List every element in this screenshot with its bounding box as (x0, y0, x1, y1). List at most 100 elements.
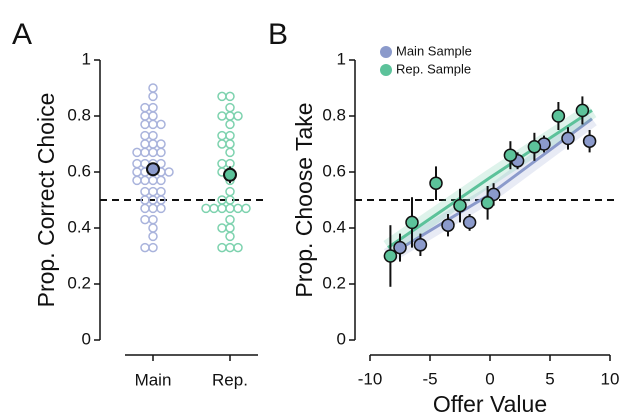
data-point (225, 111, 235, 121)
data-point (140, 111, 150, 121)
data-point (441, 218, 455, 232)
data-point (233, 203, 243, 214)
data-point (527, 140, 542, 154)
data-point (405, 215, 419, 230)
data-point (164, 167, 174, 177)
data-point (225, 186, 235, 197)
data-point (225, 214, 235, 225)
data-point (393, 240, 407, 255)
data-point (217, 223, 227, 233)
data-point (217, 91, 227, 102)
data-point (225, 231, 235, 242)
panel-label: B (268, 18, 288, 51)
y-tick-label: 0 (82, 329, 91, 348)
legend-marker (380, 64, 392, 76)
y-tick-label: 0.6 (67, 161, 91, 180)
data-point (225, 203, 235, 214)
legend-label: Main Sample (396, 43, 472, 58)
data-point (148, 83, 158, 93)
data-point (156, 186, 166, 197)
y-tick-label: 0.2 (322, 273, 346, 292)
data-point (140, 175, 150, 186)
data-point (148, 214, 158, 225)
x-tick-label: 5 (545, 369, 554, 388)
data-point (241, 203, 251, 214)
x-tick-label: Rep. (212, 370, 248, 389)
data-point (148, 102, 158, 113)
data-point (575, 103, 590, 118)
data-point (413, 238, 428, 252)
data-point (156, 147, 166, 158)
data-point (225, 139, 235, 149)
data-point (225, 130, 235, 141)
y-tick-label: 0.8 (322, 105, 346, 124)
data-point (156, 119, 166, 130)
x-tick-label: -5 (422, 369, 437, 388)
data-point (225, 223, 235, 233)
data-point (233, 242, 243, 253)
mean-point (223, 167, 237, 182)
data-point (225, 102, 235, 113)
data-point (156, 175, 166, 186)
data-point (140, 203, 150, 214)
data-point (140, 130, 150, 141)
data-point (201, 203, 211, 214)
data-point (140, 119, 150, 130)
data-point (148, 242, 158, 253)
y-tick-label: 0.8 (67, 105, 91, 124)
data-point (582, 134, 597, 148)
data-point (140, 186, 150, 197)
legend-label: Rep. Sample (396, 61, 471, 76)
data-point (148, 175, 158, 186)
data-point (148, 223, 158, 233)
mean-point (146, 162, 160, 177)
data-point (225, 242, 235, 253)
data-point (140, 242, 150, 253)
data-point (225, 91, 235, 102)
data-point (140, 102, 150, 113)
x-tick-label: -10 (358, 369, 383, 388)
data-point (132, 147, 142, 158)
data-point (148, 186, 158, 197)
data-point (148, 203, 158, 214)
data-point (217, 242, 227, 253)
x-tick-label: 0 (485, 369, 494, 388)
data-point (140, 139, 150, 149)
data-point (148, 111, 158, 121)
data-point (217, 139, 227, 149)
y-tick-label: 1 (337, 49, 346, 68)
data-point (383, 249, 398, 263)
y-tick-label: 0.4 (67, 217, 91, 236)
x-tick-label: Main (135, 370, 172, 389)
data-point (233, 111, 243, 121)
data-point (132, 158, 142, 169)
data-point (209, 203, 219, 214)
data-point (561, 131, 575, 146)
fit-line (387, 109, 593, 249)
data-point (148, 231, 158, 242)
data-point (132, 167, 142, 177)
y-tick-label: 0.2 (67, 273, 91, 292)
data-point (217, 111, 227, 121)
data-point (156, 139, 166, 149)
y-axis-label: Prop. Choose Take (291, 102, 317, 297)
data-point (217, 203, 227, 214)
data-point (453, 198, 467, 213)
data-point (148, 119, 158, 130)
data-point (551, 109, 566, 123)
data-point (140, 147, 150, 158)
data-point (225, 119, 235, 130)
data-point (156, 203, 166, 214)
y-tick-label: 1 (82, 49, 91, 68)
data-point (217, 158, 227, 169)
data-point (480, 196, 495, 210)
data-point (140, 214, 150, 225)
legend-marker (380, 46, 392, 58)
data-point (217, 130, 227, 141)
x-axis-label: Offer Value (433, 391, 547, 417)
y-axis-label: Prop. Correct Choice (33, 93, 59, 308)
data-point (132, 175, 142, 186)
data-point (148, 91, 158, 102)
data-point (462, 215, 477, 230)
